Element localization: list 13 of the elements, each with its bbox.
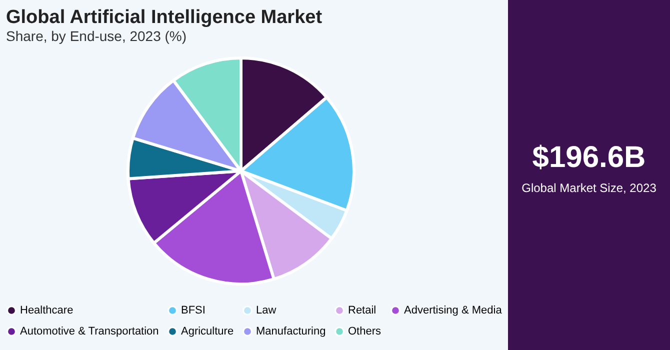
chart-title: Global Artificial Intelligence Market — [6, 7, 323, 28]
legend-label: Retail — [348, 304, 376, 316]
legend-label: Automotive & Transportation — [20, 326, 159, 338]
legend-label: Advertising & Media — [404, 304, 503, 316]
text: Global Market Size, 2023 — [522, 180, 657, 194]
legend-label: Healthcare — [20, 304, 74, 316]
legend-label: BFSI — [181, 304, 206, 316]
legend-label: Manufacturing — [256, 326, 326, 338]
chart-subtitle: Share, by End-use, 2023 (%) — [6, 28, 187, 44]
legend-label: Agriculture — [181, 326, 234, 338]
legend-label: Others — [348, 326, 382, 338]
text: $196.6B — [532, 140, 646, 174]
legend-label: Law — [256, 304, 276, 316]
